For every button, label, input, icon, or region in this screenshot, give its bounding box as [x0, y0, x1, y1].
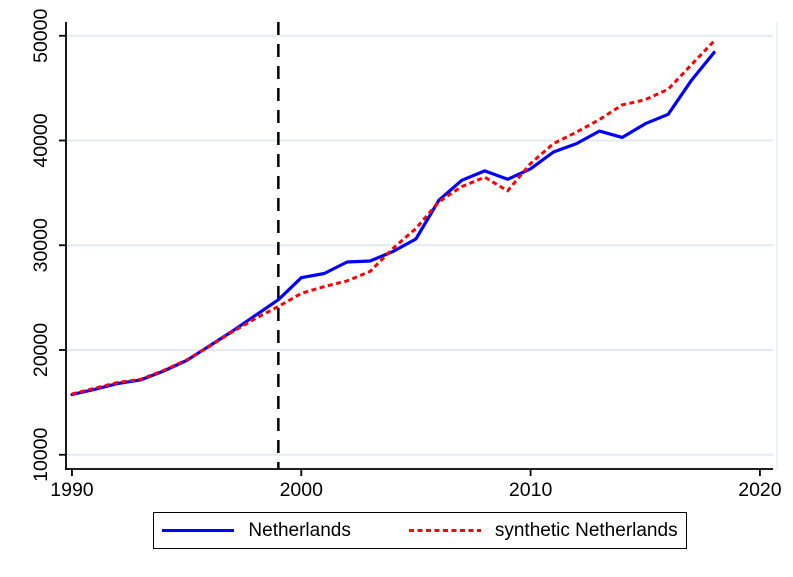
y-tick-label: 20000 [30, 323, 52, 377]
netherlands-line-sample [162, 528, 235, 533]
y-tick-label: 10000 [30, 427, 52, 481]
x-tick-label: 2000 [280, 479, 324, 501]
y-tick-label: 50000 [30, 8, 52, 62]
legend-label-netherlands: Netherlands [248, 520, 351, 541]
legend: Netherlands synthetic Netherlands [153, 512, 687, 549]
series-line-netherlands [70, 50, 716, 397]
y-tick-label: 40000 [30, 113, 52, 167]
y-tick-label: 30000 [30, 218, 52, 272]
x-tick-label: 2010 [509, 479, 553, 501]
x-tick-label: 1990 [50, 479, 94, 501]
series-line-synthetic-netherlands [71, 39, 716, 396]
x-tick-label: 2020 [738, 479, 782, 501]
legend-item-netherlands: Netherlands [162, 520, 351, 541]
legend-label-synthetic-netherlands: synthetic Netherlands [494, 520, 678, 541]
synthetic-netherlands-line-sample [408, 528, 481, 533]
legend-item-synthetic-netherlands: synthetic Netherlands [408, 520, 678, 541]
